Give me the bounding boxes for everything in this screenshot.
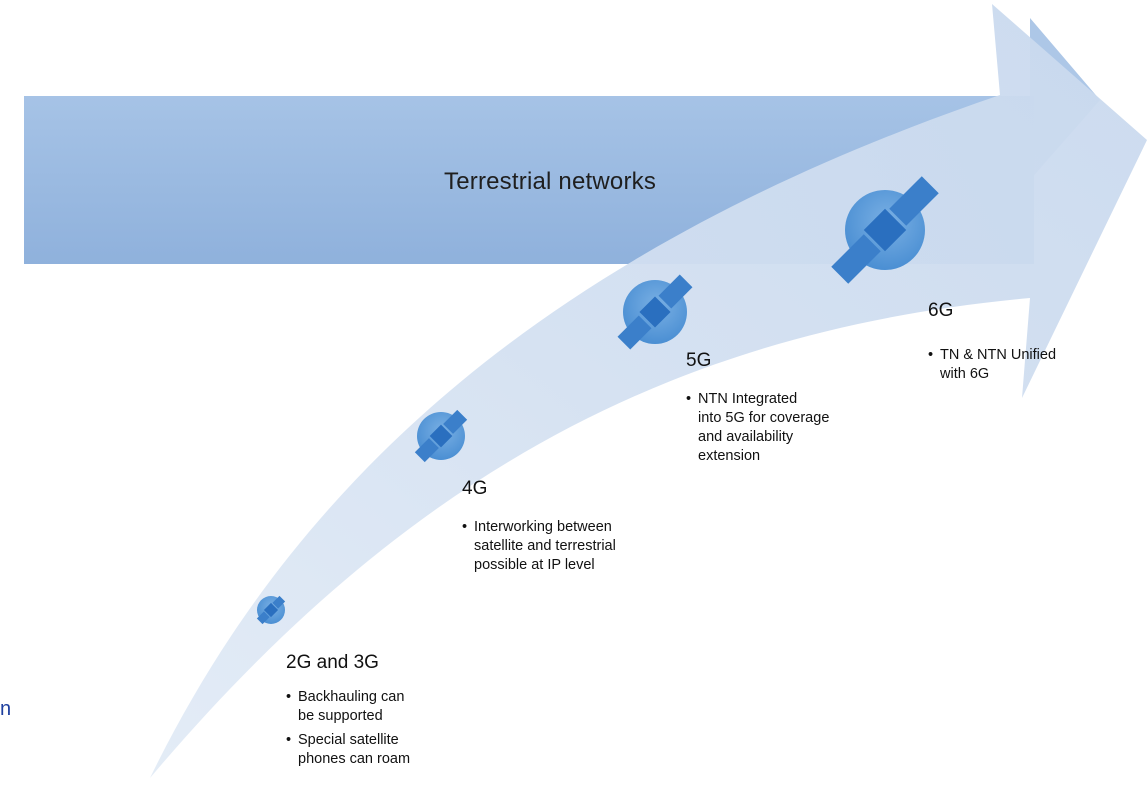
- bullet-text: Backhauling can be supported: [298, 689, 405, 724]
- bullet-text: Interworking between satellite and terre…: [474, 519, 616, 573]
- gen-title-5g: 5G: [686, 350, 712, 371]
- bullet-text: Special satellite phones can roam: [298, 732, 411, 767]
- gen-title-6g: 6G: [928, 300, 954, 321]
- satellite-icon-2g3g: [256, 595, 286, 625]
- satellite-icon-6g: [831, 176, 939, 284]
- list-item: TN & NTN Unified with 6G: [928, 346, 1056, 384]
- gen-bullets-4g: Interworking between satellite and terre…: [462, 518, 616, 580]
- gen-title-4g: 4G: [462, 478, 488, 499]
- gen-bullets-6g: TN & NTN Unified with 6G: [928, 346, 1056, 389]
- edge-text-fragment: n: [0, 698, 12, 720]
- gen-bullets-2g3g: Backhauling can be supported Special sat…: [286, 688, 410, 774]
- satellite-icon-5g: [617, 274, 693, 350]
- bullet-text: TN & NTN Unified with 6G: [940, 347, 1057, 382]
- list-item: Backhauling can be supported: [286, 688, 410, 726]
- list-item: Interworking between satellite and terre…: [462, 518, 616, 575]
- terrestrial-networks-label: Terrestrial networks: [444, 168, 657, 195]
- bullet-text: NTN Integrated into 5G for coverage and …: [698, 391, 830, 464]
- satellite-icon-4g: [414, 409, 468, 463]
- list-item: Special satellite phones can roam: [286, 731, 410, 769]
- list-item: NTN Integrated into 5G for coverage and …: [686, 390, 829, 466]
- gen-bullets-5g: NTN Integrated into 5G for coverage and …: [686, 390, 829, 471]
- gen-title-2g3g: 2G and 3G: [286, 652, 379, 673]
